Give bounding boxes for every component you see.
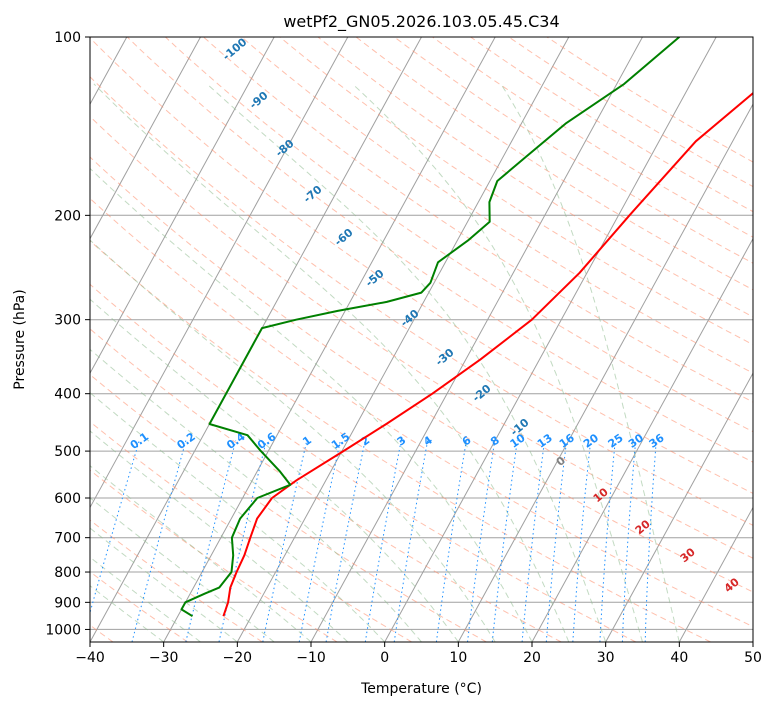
- isotherm-line: [605, 372, 753, 642]
- moist-adiabat-line: [93, 83, 570, 642]
- dry-adiabat-line: [470, 37, 753, 213]
- isotherm-line: [531, 237, 753, 642]
- y-tick-label: 1000: [45, 622, 81, 638]
- x-tick-label: 40: [670, 650, 688, 666]
- mixing-ratio-line: [131, 440, 187, 642]
- y-tick-label: 700: [54, 531, 81, 547]
- isotherm-line: [678, 506, 753, 642]
- y-axis-label: Pressure (hPa): [12, 289, 28, 389]
- x-tick-label: −10: [296, 650, 326, 666]
- y-tick-label: 500: [54, 444, 81, 460]
- mixing-ratio-line: [218, 440, 267, 642]
- chart-title: wetPf2_GN05.2026.103.05.45.C34: [283, 12, 559, 32]
- x-tick-label: 50: [744, 650, 762, 666]
- y-tick-label: 400: [54, 387, 81, 403]
- moist-adiabat-line: [90, 430, 349, 642]
- isotherm-line: [90, 37, 349, 509]
- dry-adiabat-line: [126, 37, 753, 463]
- moist-adiabat-line: [90, 465, 312, 642]
- mixing-ratio-line: [262, 440, 308, 642]
- y-axis-ticks: 100 200 300 400 500 600 700 800 900 1000: [45, 30, 90, 638]
- moist-adiabat-line: [352, 83, 643, 642]
- plot-frame: [89, 36, 754, 643]
- dry-adiabat-line: [90, 156, 753, 593]
- x-tick-label: −20: [223, 650, 253, 666]
- dry-adiabat-line: [90, 328, 562, 642]
- x-tick-label: −30: [149, 650, 179, 666]
- isotherm-line: [236, 37, 570, 642]
- x-tick-label: −40: [75, 650, 105, 666]
- moist-adiabat-line: [500, 83, 680, 642]
- isotherm-line: [384, 37, 717, 642]
- moist-adiabat-line: [90, 239, 496, 642]
- isotherm-line: [310, 37, 643, 642]
- dry-adiabat-line: [90, 283, 637, 642]
- x-tick-label: 0: [380, 650, 389, 666]
- moist-adiabat-line: [90, 348, 422, 642]
- x-tick-label: 30: [597, 650, 615, 666]
- x-tick-label: 10: [449, 650, 467, 666]
- mixing-ratio-line: [185, 440, 237, 642]
- dry-adiabat-line: [394, 37, 753, 264]
- dry-adiabat-line: [546, 37, 753, 163]
- y-tick-label: 900: [54, 595, 81, 611]
- y-tick-label: 600: [54, 491, 81, 507]
- dewpoint-trace: [180, 37, 680, 618]
- mixing-ratio-line: [90, 440, 140, 615]
- dry-adiabat-line: [90, 76, 753, 526]
- moist-adiabat-line: [206, 83, 607, 642]
- isotherm-line: [90, 37, 201, 240]
- y-tick-label: 300: [54, 313, 81, 329]
- temperature-trace: [222, 91, 753, 617]
- dry-adiabat-line: [90, 115, 753, 559]
- mixing-ratio-line: [298, 440, 341, 642]
- dry-adiabat-line: [279, 37, 753, 346]
- x-tick-label: 20: [523, 650, 541, 666]
- dry-adiabat-line: [317, 37, 753, 318]
- plot-area: 0.1 0.2 0.4 0.6 1 1.5 2 3 4 6 8 10 13 16 20 25 30 36: [90, 37, 753, 642]
- x-axis-ticks: −40 −30 −20 −10 0 10 20 30 40 50: [75, 642, 762, 666]
- dry-adiabat-line: [90, 469, 338, 642]
- isotherm-line: [90, 37, 275, 375]
- isotherm-line: [163, 37, 496, 642]
- y-tick-label: 200: [54, 208, 81, 224]
- dry-adiabat-line: [90, 37, 753, 494]
- y-tick-label: 800: [54, 565, 81, 581]
- dry-adiabat-line: [90, 197, 753, 628]
- y-tick-label: 100: [54, 30, 81, 46]
- x-axis-label: Temperature (°C): [360, 681, 482, 697]
- dry-adiabat-line: [355, 37, 753, 291]
- moist-adiabat-line: [90, 298, 459, 642]
- dry-adiabat-line: [432, 37, 753, 238]
- isotherm-line: [457, 103, 753, 642]
- dry-adiabat-line: [508, 37, 753, 188]
